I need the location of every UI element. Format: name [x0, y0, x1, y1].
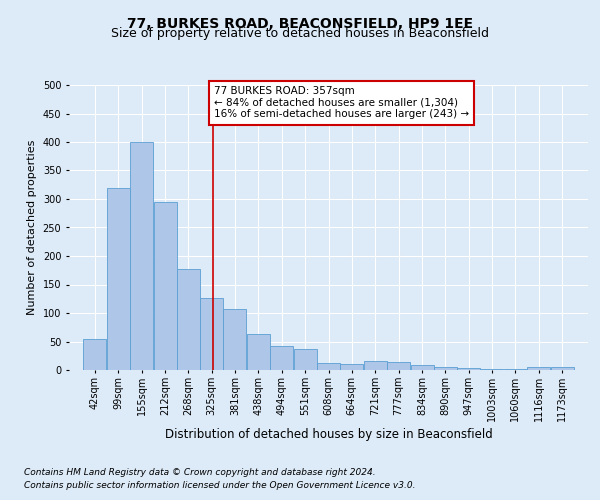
Text: Size of property relative to detached houses in Beaconsfield: Size of property relative to detached ho…	[111, 28, 489, 40]
Text: 77, BURKES ROAD, BEACONSFIELD, HP9 1EE: 77, BURKES ROAD, BEACONSFIELD, HP9 1EE	[127, 18, 473, 32]
Bar	[364, 361, 387, 370]
Bar	[387, 362, 410, 370]
Y-axis label: Number of detached properties: Number of detached properties	[27, 140, 37, 315]
Bar	[130, 142, 153, 370]
Bar	[293, 350, 317, 370]
Bar	[247, 334, 270, 370]
Bar	[200, 298, 223, 370]
Bar	[83, 338, 106, 370]
Text: 77 BURKES ROAD: 357sqm
← 84% of detached houses are smaller (1,304)
16% of semi-: 77 BURKES ROAD: 357sqm ← 84% of detached…	[214, 86, 469, 120]
Bar	[177, 268, 200, 370]
Bar	[527, 367, 550, 370]
Bar	[154, 202, 176, 370]
Bar	[317, 363, 340, 370]
Bar	[551, 367, 574, 370]
Text: Contains public sector information licensed under the Open Government Licence v3: Contains public sector information licen…	[24, 480, 415, 490]
Text: Contains HM Land Registry data © Crown copyright and database right 2024.: Contains HM Land Registry data © Crown c…	[24, 468, 376, 477]
Bar	[223, 309, 247, 370]
Bar	[270, 346, 293, 370]
Bar	[434, 367, 457, 370]
Bar	[457, 368, 480, 370]
Bar	[481, 369, 503, 370]
Bar	[410, 365, 434, 370]
Bar	[340, 364, 364, 370]
X-axis label: Distribution of detached houses by size in Beaconsfield: Distribution of detached houses by size …	[164, 428, 493, 441]
Bar	[107, 188, 130, 370]
